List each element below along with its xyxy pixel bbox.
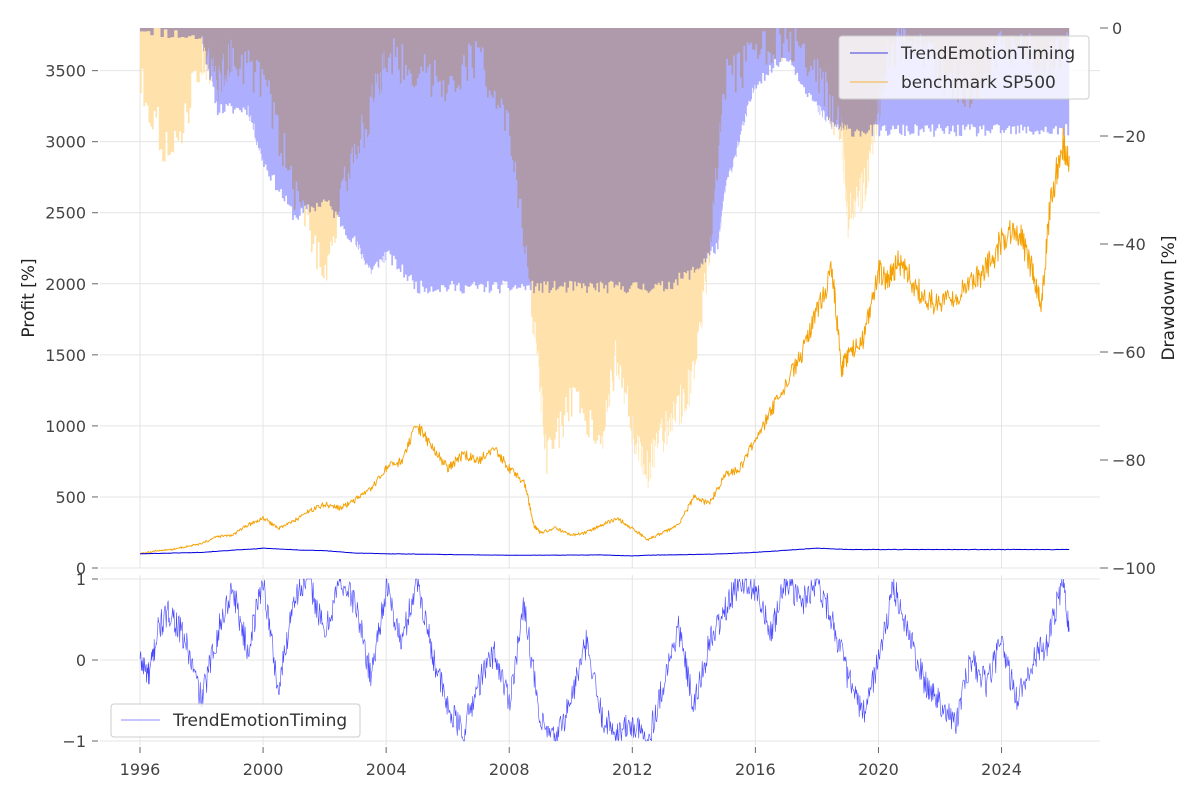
signal-tick-label: −1 — [62, 732, 86, 751]
profit-axis-label: Profit [%] — [19, 258, 39, 337]
x-axis-ticks: 1996 2000 2004 2008 2012 2016 2020 2024 — [120, 747, 1022, 779]
trend-profit-line — [139, 547, 1070, 557]
drawdown-tick-label: −80 — [1112, 451, 1146, 470]
signal-legend: TrendEmotionTiming — [110, 703, 361, 738]
signal-line — [139, 578, 1070, 742]
profit-tick-label: 2000 — [45, 275, 86, 294]
profit-tick-label: 1000 — [45, 417, 86, 436]
signal-y-ticks: −1 0 1 — [62, 570, 98, 751]
x-tick-label: 2016 — [735, 760, 776, 779]
x-tick-label: 2004 — [366, 760, 407, 779]
drawdown-tick-label: −100 — [1112, 559, 1156, 578]
profit-tick-label: 3000 — [45, 133, 86, 152]
drawdown-tick-label: 0 — [1112, 19, 1122, 38]
x-tick-label: 1996 — [120, 760, 161, 779]
profit-legend: TrendEmotionTiming benchmark SP500 — [838, 35, 1090, 100]
legend-signal-label: TrendEmotionTiming — [172, 711, 347, 731]
x-tick-label: 2024 — [981, 760, 1022, 779]
drawdown-tick-label: −40 — [1112, 235, 1146, 254]
profit-y-ticks: 0 500 1000 1500 2000 2500 3000 3500 — [45, 62, 98, 578]
x-tick-label: 2008 — [489, 760, 530, 779]
profit-lines — [139, 127, 1070, 557]
legend-trend-label: TrendEmotionTiming — [900, 44, 1075, 64]
signal-grid — [100, 575, 1100, 745]
profit-tick-label: 500 — [55, 488, 86, 507]
x-tick-label: 2012 — [612, 760, 653, 779]
profit-tick-label: 1500 — [45, 346, 86, 365]
x-tick-label: 2000 — [243, 760, 284, 779]
legend-benchmark-label: benchmark SP500 — [901, 73, 1056, 93]
drawdown-y-ticks: 0 −20 −40 −60 −80 −100 — [1100, 19, 1156, 578]
drawdown-tick-label: −60 — [1112, 343, 1146, 362]
x-tick-label: 2020 — [858, 760, 899, 779]
drawdown-tick-label: −20 — [1112, 127, 1146, 146]
drawdown-areas — [140, 28, 1070, 488]
profit-tick-label: 2500 — [45, 204, 86, 223]
signal-lines — [139, 578, 1070, 742]
drawdown-area-benchmark — [140, 28, 1070, 488]
signal-tick-label: 1 — [76, 570, 86, 589]
drawdown-axis-label: Drawdown [%] — [1159, 235, 1179, 360]
signal-tick-label: 0 — [76, 651, 86, 670]
profit-tick-label: 3500 — [45, 62, 86, 81]
profit-tick-label: 0 — [76, 559, 86, 578]
benchmark-profit-line — [139, 127, 1070, 555]
